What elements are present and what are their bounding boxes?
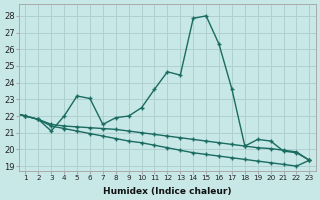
X-axis label: Humidex (Indice chaleur): Humidex (Indice chaleur) <box>103 187 232 196</box>
